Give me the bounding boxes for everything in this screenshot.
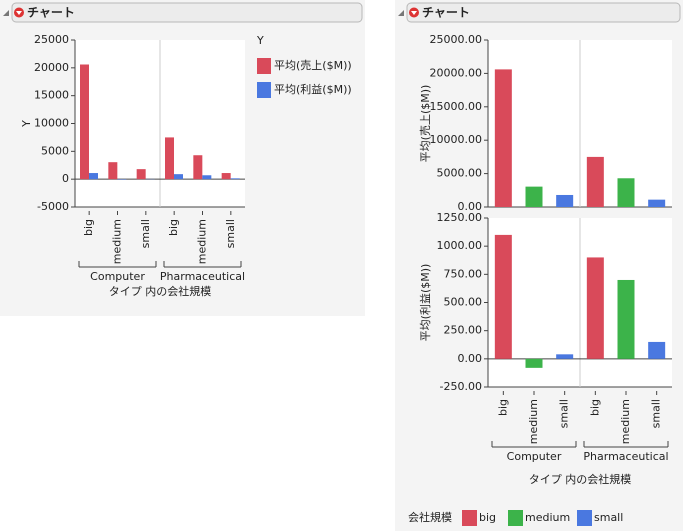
bar xyxy=(494,69,512,207)
bar xyxy=(136,169,146,180)
x-tick-label: big xyxy=(496,399,509,416)
menu-icon-arrow xyxy=(411,11,417,15)
bar xyxy=(494,234,512,359)
menu-icon-arrow xyxy=(16,11,22,15)
y-tick-label: 1000.00 xyxy=(437,239,483,252)
header-bar[interactable] xyxy=(406,2,681,23)
x-tick-label: small xyxy=(139,219,152,248)
disclosure-icon[interactable] xyxy=(3,10,9,16)
bar xyxy=(89,173,98,180)
legend-label: 平均(売上($M)) xyxy=(274,59,352,72)
bar xyxy=(586,156,604,207)
x-tick-label: big xyxy=(588,399,601,416)
bar xyxy=(586,257,604,359)
group-label: Pharmaceutical xyxy=(583,450,668,463)
x-tick-label: small xyxy=(558,399,571,428)
panel-header[interactable]: チャート xyxy=(3,2,363,23)
bar xyxy=(108,162,118,180)
y-tick-label: 5000.00 xyxy=(437,167,483,180)
group-label: Computer xyxy=(507,450,562,463)
bar xyxy=(617,178,635,207)
legend-swatch xyxy=(508,510,523,526)
y-tick-label: 20000.00 xyxy=(430,66,483,79)
x-tick-label: small xyxy=(224,219,237,248)
legend-swatch xyxy=(257,82,271,98)
panel-header[interactable]: チャート xyxy=(398,2,681,23)
group-label: Computer xyxy=(90,270,145,283)
bar xyxy=(525,358,543,368)
y-tick-label: 15000 xyxy=(34,89,69,102)
bar xyxy=(556,194,574,207)
y-tick-label: 500.00 xyxy=(444,296,483,309)
bar xyxy=(202,175,212,180)
x-axis-label: タイプ 内の会社規模 xyxy=(109,284,212,298)
y-axis-label: Y xyxy=(20,120,33,128)
bar xyxy=(193,155,203,180)
y-tick-label: 5000 xyxy=(41,144,69,157)
header-title: チャート xyxy=(27,6,75,20)
bar xyxy=(230,178,240,180)
y-tick-label: 20000 xyxy=(34,61,69,74)
y-tick-label: 25000.00 xyxy=(430,33,483,46)
legend-label: big xyxy=(479,511,496,524)
x-tick-label: big xyxy=(82,219,95,236)
y-axis-label: 平均(利益($M)) xyxy=(418,264,432,342)
x-tick-label: medium xyxy=(619,399,632,444)
legend-swatch xyxy=(462,510,477,526)
y-tick-label: 10000.00 xyxy=(430,133,483,146)
x-tick-label: small xyxy=(650,399,663,428)
y-tick-label: 15000.00 xyxy=(430,100,483,113)
legend-swatch xyxy=(257,58,271,74)
legend-title: 会社規模 xyxy=(408,510,452,524)
group-label: Pharmaceutical xyxy=(160,270,245,283)
bar xyxy=(617,279,635,359)
x-tick-label: big xyxy=(167,219,180,236)
header-title: チャート xyxy=(422,6,470,20)
x-tick-label: medium xyxy=(527,399,540,444)
y-tick-label: -250.00 xyxy=(440,380,482,393)
bar xyxy=(556,354,574,359)
y-tick-label: 0 xyxy=(62,172,69,185)
bar xyxy=(525,186,543,207)
y-tick-label: 10000 xyxy=(34,117,69,130)
y-tick-label: 750.00 xyxy=(444,267,483,280)
bar xyxy=(80,64,89,180)
x-tick-label: medium xyxy=(196,219,209,264)
bar xyxy=(648,341,666,359)
legend-title: Y xyxy=(256,34,264,47)
bar xyxy=(221,173,231,180)
legend-label: small xyxy=(594,511,623,524)
y-tick-label: -5000 xyxy=(37,200,69,213)
header-bar[interactable] xyxy=(11,2,363,23)
y-tick-label: 1250.00 xyxy=(437,211,483,224)
legend-label: 平均(利益($M)) xyxy=(274,82,352,96)
y-tick-label: 25000 xyxy=(34,33,69,46)
y-tick-label: 0.00 xyxy=(458,352,483,365)
bar xyxy=(165,137,174,180)
x-tick-label: medium xyxy=(111,219,124,264)
legend-label: medium xyxy=(525,511,570,524)
bar xyxy=(648,199,666,207)
legend-swatch xyxy=(577,510,592,526)
y-axis-label: 平均(売上($M)) xyxy=(419,85,432,163)
bar xyxy=(174,174,183,180)
y-tick-label: 250.00 xyxy=(444,324,483,337)
y-tick-label: 0.00 xyxy=(458,200,483,213)
x-axis-label: タイプ 内の会社規模 xyxy=(529,472,632,486)
disclosure-icon[interactable] xyxy=(398,10,404,16)
